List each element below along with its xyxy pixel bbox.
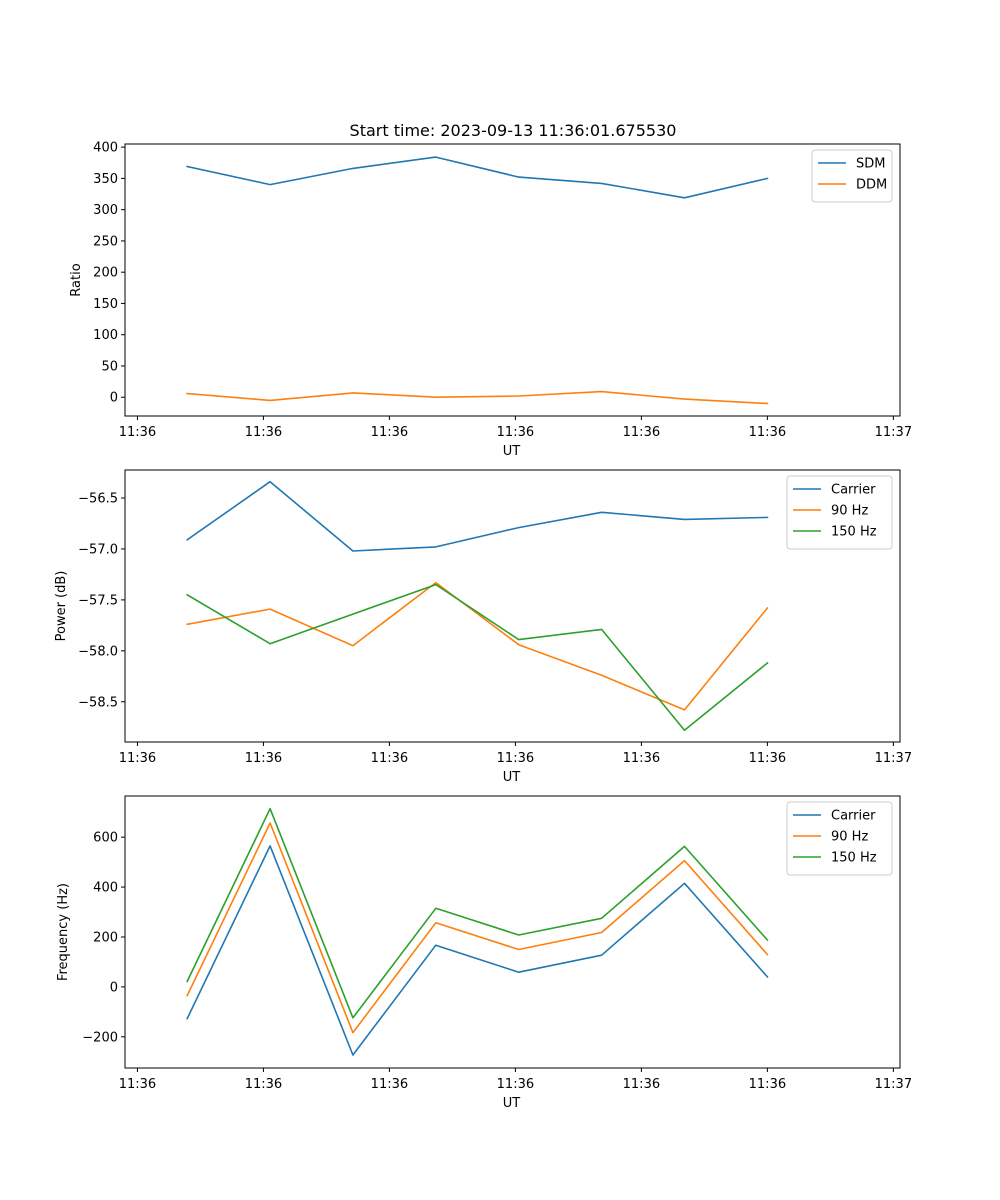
- series-line-sdm: [186, 156, 769, 199]
- legend: Carrier 90 Hz 150 Hz: [786, 475, 893, 550]
- y-tick-label: 300: [93, 203, 118, 218]
- series-line-150-hz: [186, 583, 769, 732]
- chart-panel-1: 11:36 11:36 11:36 11:36 11:36 11:36 11:37 0 50 10…: [69, 141, 912, 459]
- x-axis-label: UT: [503, 1096, 521, 1111]
- x-tick-label: 11:36: [119, 425, 156, 440]
- y-axis-label: Power (dB): [54, 571, 69, 642]
- x-axis-label: UT: [503, 444, 521, 459]
- y-tick-label: 0: [110, 391, 118, 406]
- x-axis-label: UT: [503, 770, 521, 785]
- y-tick-label: 200: [93, 266, 118, 281]
- x-tick-label: 11:36: [371, 751, 408, 766]
- axes-frame: [124, 143, 901, 417]
- x-tick-label: 11:36: [371, 1077, 408, 1092]
- y-axis-label: Ratio: [69, 263, 84, 296]
- legend-label: 90 Hz: [831, 504, 868, 519]
- chart-panels: 11:36 11:36 11:36 11:36 11:36 11:36 11:37 0 50 10…: [54, 141, 912, 1111]
- x-tick-label: 11:37: [875, 1077, 912, 1092]
- x-tick-label: 11:36: [749, 1077, 786, 1092]
- y-tick-label: −200: [82, 1030, 118, 1045]
- y-tick-label: 400: [93, 141, 118, 156]
- y-tick-label: −56.5: [78, 492, 118, 507]
- legend: Carrier 90 Hz 150 Hz: [786, 801, 893, 876]
- figure-title: Start time: 2023-09-13 11:36:01.675530: [350, 121, 677, 140]
- legend-label: 150 Hz: [831, 525, 877, 540]
- x-tick-label: 11:36: [749, 751, 786, 766]
- axes-frame: [124, 795, 901, 1069]
- y-axis-label: Frequency (Hz): [56, 883, 71, 981]
- x-tick-label: 11:36: [623, 1077, 660, 1092]
- x-tick-label: 11:36: [371, 425, 408, 440]
- legend: SDM DDM: [811, 149, 893, 203]
- axes-frame: [124, 469, 901, 743]
- y-tick-label: 400: [93, 881, 118, 896]
- y-tick-label: 600: [93, 831, 118, 846]
- x-tick-label: 11:36: [749, 425, 786, 440]
- legend-label: Carrier: [831, 809, 876, 824]
- x-tick-label: 11:36: [245, 425, 282, 440]
- series-line-carrier: [186, 845, 769, 1056]
- chart-panel-2: 11:36 11:36 11:36 11:36 11:36 11:36 11:37 −58.5…: [54, 469, 912, 785]
- y-tick-label: 0: [110, 980, 118, 995]
- y-tick-label: 50: [101, 359, 118, 374]
- y-tick-label: −58.5: [78, 695, 118, 710]
- x-tick-label: 11:36: [497, 751, 534, 766]
- x-tick-label: 11:36: [623, 425, 660, 440]
- series-line-ddm: [186, 390, 769, 405]
- series-line-carrier: [186, 480, 769, 552]
- y-tick-label: 200: [93, 930, 118, 945]
- x-tick-label: 11:36: [119, 751, 156, 766]
- x-tick-label: 11:36: [497, 425, 534, 440]
- x-tick-label: 11:37: [875, 751, 912, 766]
- legend-label: DDM: [856, 178, 887, 193]
- x-tick-label: 11:37: [875, 425, 912, 440]
- x-tick-label: 11:36: [245, 751, 282, 766]
- y-tick-label: 150: [93, 297, 118, 312]
- x-tick-label: 11:36: [623, 751, 660, 766]
- series-line-150-hz: [186, 807, 769, 1019]
- legend-label: SDM: [856, 157, 885, 172]
- x-tick-label: 11:36: [497, 1077, 534, 1092]
- chart-panel-3: 11:36 11:36 11:36 11:36 11:36 11:36 11:37 −200 0…: [56, 795, 912, 1111]
- y-tick-label: 250: [93, 234, 118, 249]
- y-tick-label: −58.0: [78, 644, 118, 659]
- legend-label: 90 Hz: [831, 830, 868, 845]
- y-tick-label: 350: [93, 172, 118, 187]
- x-tick-label: 11:36: [119, 1077, 156, 1092]
- y-tick-label: −57.0: [78, 542, 118, 557]
- y-tick-label: 100: [93, 328, 118, 343]
- legend-label: 150 Hz: [831, 851, 877, 866]
- series-line-90-hz: [186, 822, 769, 1034]
- x-tick-label: 11:36: [245, 1077, 282, 1092]
- legend-label: Carrier: [831, 483, 876, 498]
- series-line-90-hz: [186, 581, 769, 711]
- y-tick-label: −57.5: [78, 593, 118, 608]
